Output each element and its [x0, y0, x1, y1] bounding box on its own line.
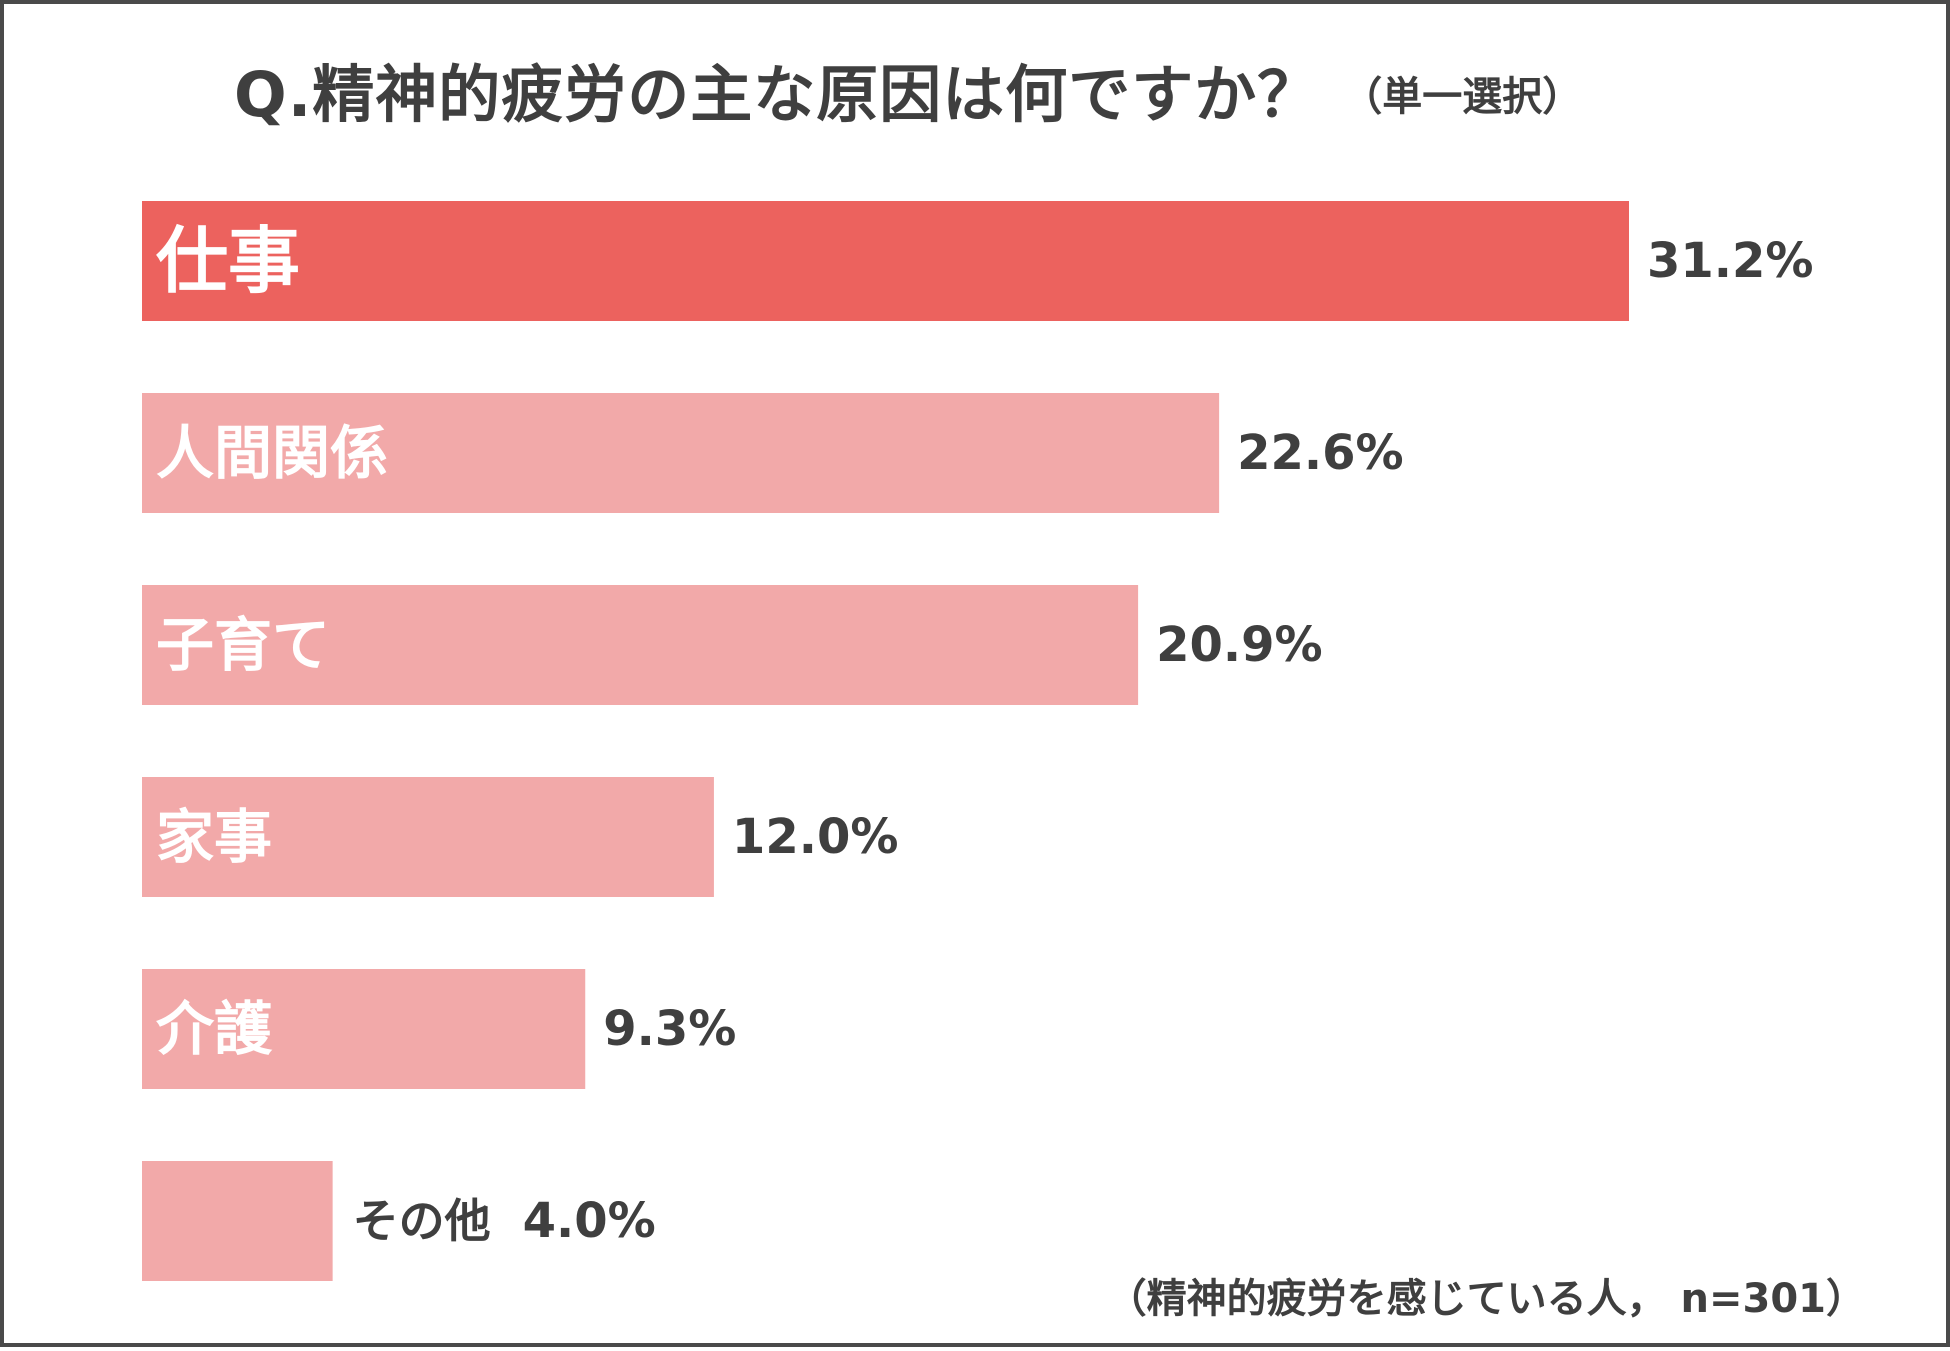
- chart-question: Q.精神的疲労の主な原因は何ですか？: [234, 58, 1321, 131]
- category-label-1: 人間関係: [156, 419, 388, 487]
- value-label-4: 9.3%: [603, 1001, 736, 1057]
- category-label-5: その他: [353, 1194, 491, 1248]
- category-label-3: 家事: [156, 803, 272, 871]
- value-label-1: 22.6%: [1237, 425, 1404, 481]
- bar-0: [142, 201, 1629, 321]
- bar-5: [142, 1161, 333, 1281]
- selection-note: （単一選択）: [1342, 74, 1583, 120]
- value-label-3: 12.0%: [732, 809, 899, 865]
- chart-title: Q.精神的疲労の主な原因は何ですか？ （単一選択）: [234, 64, 1582, 126]
- bar-1: [142, 393, 1220, 513]
- value-label-2: 20.9%: [1156, 617, 1323, 673]
- category-label-4: 介護: [156, 995, 273, 1063]
- sample-footnote: （精神的疲労を感じている人， n=301）: [1106, 1276, 1866, 1322]
- bar-3: [142, 777, 714, 897]
- bar-4: [142, 969, 586, 1089]
- bar-chart: 仕事 31.2% 人間関係 22.6% 子育て 20.9% 家事 12.0% 介護 9.3% その他…: [142, 201, 1814, 1281]
- value-label-0: 31.2%: [1647, 233, 1814, 289]
- category-label-2: 子育て: [156, 611, 330, 679]
- bar-2: [142, 585, 1139, 705]
- value-label-5: 4.0%: [523, 1193, 656, 1249]
- category-label-0: 仕事: [156, 219, 300, 303]
